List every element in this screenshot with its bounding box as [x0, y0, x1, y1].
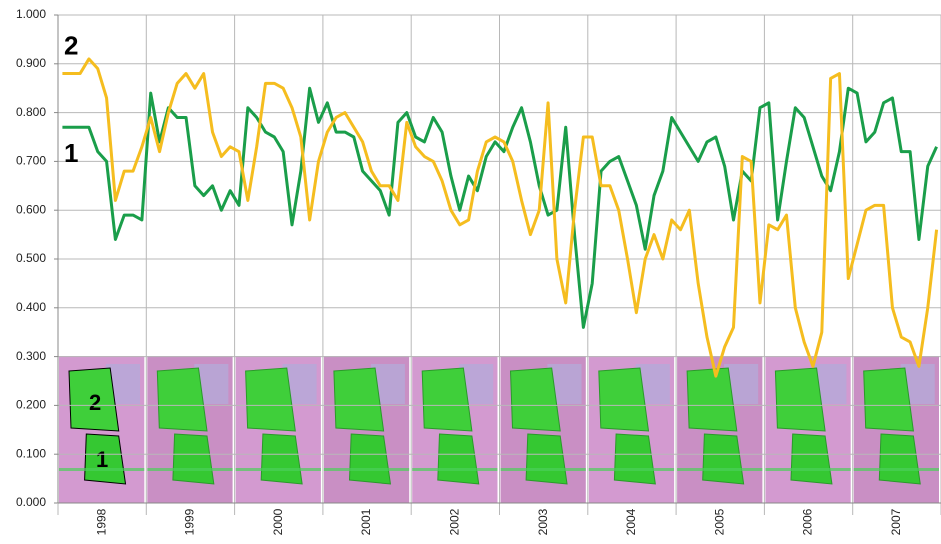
x-tick-label: 2004 [624, 508, 638, 535]
field-2 [775, 368, 825, 431]
x-tick-label: 2006 [801, 508, 815, 535]
series-label: 2 [64, 30, 78, 60]
x-tick-label: 2005 [712, 508, 726, 535]
field-1 [791, 434, 832, 484]
y-tick-label: 0.600 [16, 202, 46, 216]
y-tick-label: 0.700 [16, 154, 46, 168]
field-2 [511, 368, 561, 431]
field-2 [334, 368, 384, 431]
x-tick-label: 2003 [536, 508, 550, 535]
y-tick-label: 0.100 [16, 446, 46, 460]
field-1 [879, 434, 920, 484]
chart: 2 1 0.000 0.100 0.200 0.300 0.400 0.500 0.600 0.7… [0, 0, 941, 544]
road [147, 468, 232, 471]
road [236, 468, 321, 471]
x-tick-label: 2007 [889, 508, 903, 535]
field-1 [526, 434, 567, 484]
field-2 [422, 368, 472, 431]
y-tick-label: 0.000 [16, 495, 46, 509]
field-2 [599, 368, 649, 431]
road [589, 468, 674, 471]
field-1 [349, 434, 390, 484]
x-tick-label: 1999 [183, 508, 197, 535]
y-tick-label: 1.000 [16, 7, 46, 21]
x-tick-label: 1998 [94, 508, 108, 535]
field-1 [614, 434, 655, 484]
y-tick-label: 0.500 [16, 251, 46, 265]
field-label: 1 [96, 447, 108, 472]
y-tick-label: 0.200 [16, 398, 46, 412]
y-tick-label: 0.800 [16, 105, 46, 119]
field-label: 2 [89, 390, 101, 415]
x-tick-label: 2000 [271, 508, 285, 535]
field-2 [157, 368, 207, 431]
road [854, 468, 939, 471]
x-tick-label: 2002 [448, 508, 462, 535]
field-1 [438, 434, 479, 484]
field-1 [703, 434, 744, 484]
road [677, 468, 762, 471]
y-tick-label: 0.900 [16, 56, 46, 70]
field-1 [261, 434, 302, 484]
x-tick-label: 2001 [359, 508, 373, 535]
road [501, 468, 586, 471]
field-2 [687, 368, 737, 431]
field-2 [246, 368, 296, 431]
series-label: 1 [64, 138, 78, 168]
field-1 [173, 434, 214, 484]
field-2 [864, 368, 914, 431]
y-tick-label: 0.400 [16, 300, 46, 314]
road [412, 468, 497, 471]
road [324, 468, 409, 471]
y-tick-label: 0.300 [16, 349, 46, 363]
road [765, 468, 850, 471]
